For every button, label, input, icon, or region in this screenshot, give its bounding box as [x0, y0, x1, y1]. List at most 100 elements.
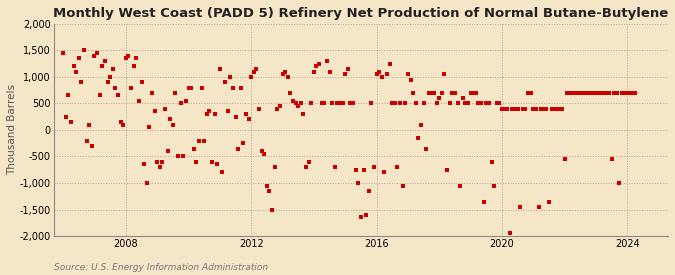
Point [65, 120, 76, 124]
Point [522, 91, 533, 95]
Point [554, 106, 565, 111]
Point [329, 165, 340, 169]
Point [479, 199, 489, 204]
Point [290, 101, 301, 106]
Point [528, 106, 539, 111]
Point [173, 154, 184, 159]
Point [570, 91, 580, 95]
Point [170, 91, 181, 95]
Point [254, 106, 265, 111]
Point [99, 59, 110, 63]
Point [353, 181, 364, 185]
Point [447, 91, 458, 95]
Point [293, 104, 304, 108]
Point [209, 112, 220, 116]
Point [176, 101, 186, 106]
Point [267, 207, 277, 212]
Point [76, 80, 87, 84]
Point [279, 69, 290, 74]
Point [146, 91, 157, 95]
Point [444, 101, 455, 106]
Point [533, 205, 544, 209]
Point [188, 146, 199, 151]
Point [272, 106, 283, 111]
Point [186, 85, 196, 90]
Point [619, 91, 630, 95]
Point [483, 101, 494, 106]
Point [152, 160, 163, 164]
Point [515, 205, 526, 209]
Point [543, 199, 554, 204]
Point [74, 56, 84, 60]
Point [138, 162, 149, 167]
Point [507, 106, 518, 111]
Point [128, 64, 139, 68]
Point [402, 72, 413, 76]
Point [233, 146, 244, 151]
Point [225, 75, 236, 79]
Point [113, 93, 124, 98]
Point [217, 170, 228, 175]
Point [591, 91, 601, 95]
Point [308, 69, 319, 74]
Point [441, 167, 452, 172]
Point [348, 101, 358, 106]
Point [165, 117, 176, 122]
Point [593, 91, 604, 95]
Point [338, 101, 348, 106]
Point [131, 56, 142, 60]
Point [251, 67, 262, 71]
Point [497, 106, 508, 111]
Point [97, 64, 108, 68]
Point [384, 62, 395, 66]
Point [476, 101, 487, 106]
Point [580, 91, 591, 95]
Point [126, 85, 136, 90]
Point [408, 91, 418, 95]
Point [462, 101, 473, 106]
Point [421, 146, 431, 151]
Point [196, 85, 207, 90]
Point [115, 120, 126, 124]
Point [398, 183, 408, 188]
Point [219, 80, 230, 84]
Point [120, 56, 131, 60]
Point [159, 106, 170, 111]
Point [387, 101, 398, 106]
Point [450, 91, 460, 95]
Point [473, 101, 484, 106]
Point [321, 59, 332, 63]
Point [460, 101, 470, 106]
Point [546, 106, 557, 111]
Point [222, 109, 233, 114]
Point [162, 149, 173, 153]
Point [212, 162, 223, 167]
Point [342, 67, 353, 71]
Point [134, 99, 144, 103]
Point [261, 183, 272, 188]
Point [549, 106, 560, 111]
Point [559, 157, 570, 161]
Point [63, 93, 74, 98]
Point [481, 101, 491, 106]
Point [269, 165, 280, 169]
Point [243, 117, 254, 122]
Point [392, 165, 403, 169]
Point [86, 144, 97, 148]
Point [531, 106, 541, 111]
Point [71, 69, 82, 74]
Point [277, 72, 288, 76]
Point [541, 106, 551, 111]
Point [191, 160, 202, 164]
Point [68, 64, 79, 68]
Point [418, 101, 429, 106]
Point [303, 160, 314, 164]
Title: Monthly West Coast (PADD 5) Refinery Net Production of Normal Butane-Butylene: Monthly West Coast (PADD 5) Refinery Net… [53, 7, 668, 20]
Point [583, 91, 593, 95]
Point [588, 91, 599, 95]
Point [423, 91, 434, 95]
Point [319, 101, 329, 106]
Point [335, 101, 346, 106]
Point [379, 170, 389, 175]
Point [499, 106, 510, 111]
